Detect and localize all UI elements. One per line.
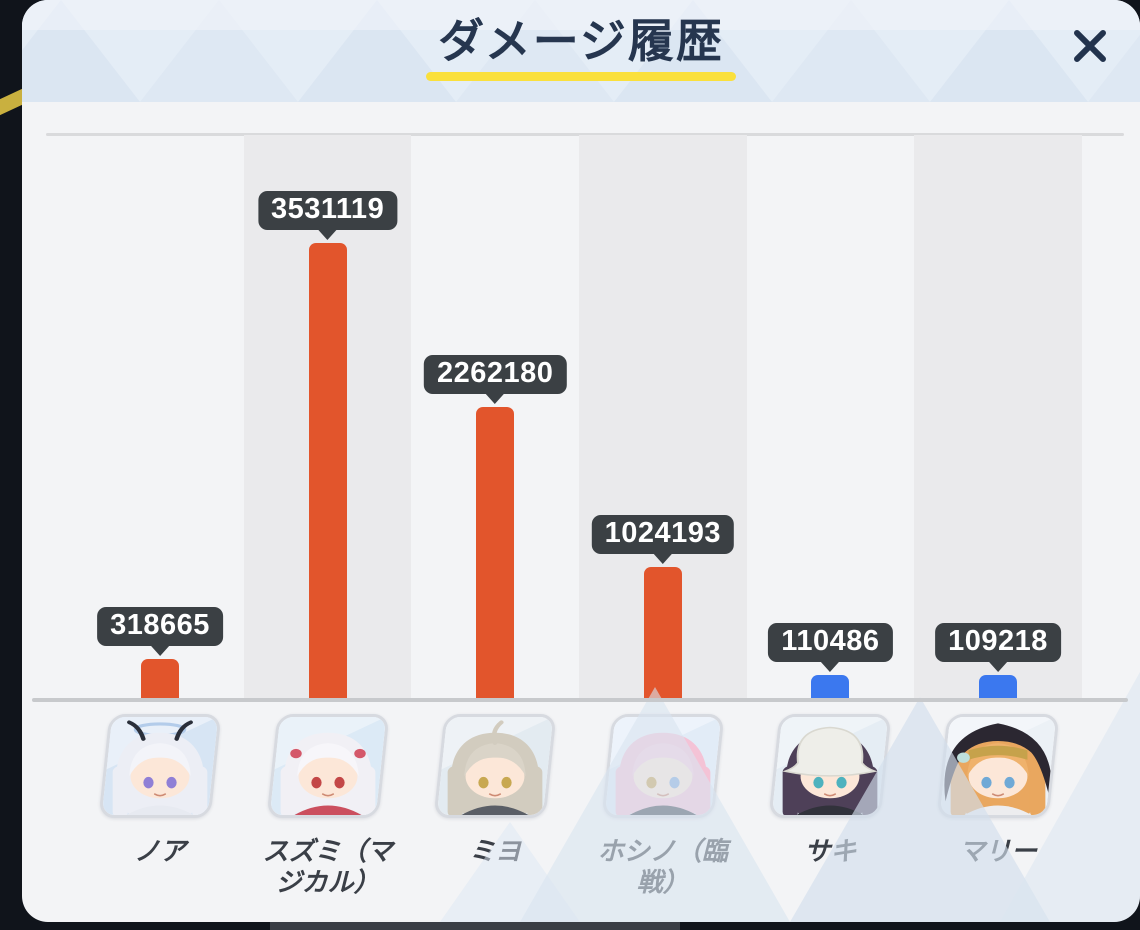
column-background-band xyxy=(747,135,915,698)
hoshino-battle-portrait-icon xyxy=(601,714,725,818)
damage-bar-chart: 318665 ノア 3531119 スズミ（マジカル） 2262180 ミヨ 1… xyxy=(22,102,1140,922)
damage-value: 2262180 xyxy=(436,357,554,389)
character-portrait-card xyxy=(98,714,222,818)
damage-value: 110486 xyxy=(781,625,880,657)
chart-column: 110486 サキ xyxy=(747,102,915,922)
saki-portrait-icon xyxy=(768,714,892,818)
chart-column: 3531119 スズミ（マジカル） xyxy=(243,102,412,922)
background-bottom-bar xyxy=(270,922,680,930)
character-name-label: ノア xyxy=(133,836,186,866)
character-name-label: ホシノ（臨戦） xyxy=(597,836,728,897)
damage-value-tooltip: 2262180 xyxy=(423,355,567,404)
damage-value-tooltip: 1024193 xyxy=(591,515,734,564)
character-name-label: ミヨ xyxy=(469,836,522,866)
damage-value-tooltip: 3531119 xyxy=(257,191,398,240)
marie-portrait-icon xyxy=(936,714,1060,818)
character-portrait-card xyxy=(433,714,557,818)
chart-column: 318665 ノア xyxy=(76,102,244,922)
character-portrait-card xyxy=(266,714,390,818)
character-name-label: スズミ（マジカル） xyxy=(262,836,393,897)
damage-value: 318665 xyxy=(110,609,210,641)
chart-column: 109218 マリー xyxy=(914,102,1082,922)
character-portrait-card xyxy=(601,714,725,818)
background-yellow-stripe xyxy=(0,88,22,116)
miyo-portrait-icon xyxy=(433,714,557,818)
damage-value-tooltip: 109218 xyxy=(935,623,1061,672)
suzumi-magical-portrait-icon xyxy=(266,714,390,818)
damage-value-tooltip: 110486 xyxy=(768,623,893,672)
character-portrait-card xyxy=(768,714,892,818)
noa-portrait-icon xyxy=(98,714,222,818)
chart-column: 2262180 ミヨ xyxy=(411,102,579,922)
close-button[interactable] xyxy=(1060,16,1120,76)
damage-bar: 1024193 xyxy=(591,515,734,700)
chart-top-gridline xyxy=(46,133,1124,136)
chart-baseline xyxy=(32,698,1128,702)
damage-bar: 3531119 xyxy=(257,191,398,700)
damage-value: 1024193 xyxy=(604,517,721,549)
damage-history-dialog: 318665 ノア 3531119 スズミ（マジカル） 2262180 ミヨ 1… xyxy=(22,0,1140,922)
character-name-label: マリー xyxy=(958,836,1037,866)
title-wrap: ダメージ履歴 xyxy=(22,0,1140,81)
character-portrait-card xyxy=(936,714,1060,818)
damage-bar: 109218 xyxy=(935,623,1061,700)
title-underline xyxy=(426,71,736,81)
page-title: ダメージ履歴 xyxy=(438,15,724,67)
column-background-band xyxy=(914,135,1082,698)
damage-value: 3531119 xyxy=(270,193,385,225)
damage-value-tooltip: 318665 xyxy=(97,607,223,656)
character-name-label: サキ xyxy=(804,836,857,866)
damage-bar: 318665 xyxy=(97,607,223,700)
damage-bar: 110486 xyxy=(768,623,893,700)
chart-column: 1024193 ホシノ（臨戦） xyxy=(579,102,747,922)
close-icon xyxy=(1074,30,1106,62)
damage-bar: 2262180 xyxy=(423,355,567,700)
dialog-header: ダメージ履歴 xyxy=(22,0,1140,102)
header-triangle-pattern xyxy=(22,0,1140,102)
damage-value: 109218 xyxy=(948,625,1048,657)
